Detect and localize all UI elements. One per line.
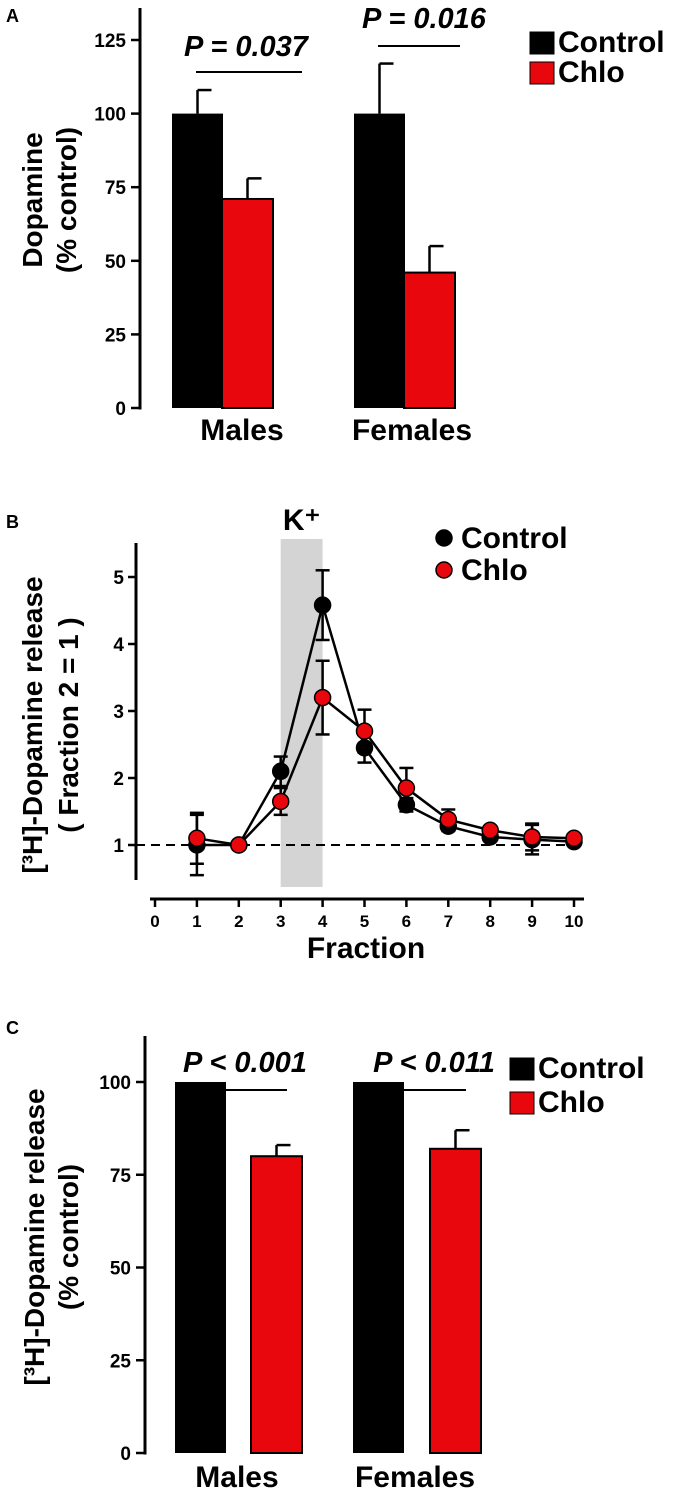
chlo-series-line (196, 695, 575, 847)
legend-swatch-chlo (509, 1091, 535, 1115)
chlo-point (439, 810, 458, 829)
x-tick-label: 7 (444, 912, 453, 931)
legend-label-chlo: Chlo (558, 56, 625, 89)
panel-c-bar-chart: C 0 25 50 75 100 [³H]-Dopamine release (% cont… (6, 1018, 645, 1494)
chlo-point (188, 829, 206, 848)
chlo-point (565, 829, 583, 848)
panel-a-bar-chart: A 0 25 50 75 100 125 Dopamine (% control) Males F… (6, 3, 665, 447)
legend-marker-chlo (435, 561, 453, 579)
y-tick-label: 50 (110, 1259, 131, 1280)
category-label: Males (200, 414, 283, 447)
y-tick-label: 1 (113, 836, 124, 857)
panel-b-line-chart: B K⁺ 1 2 3 4 5 0 1 2 3 4 5 6 7 8 9 10 Fraction [³H]-Dopami… (6, 504, 584, 965)
x-tick-label: 8 (485, 912, 494, 931)
y-axis-label: [³H]-Dopamine release (19, 1088, 50, 1385)
x-tick-label: 6 (402, 912, 411, 931)
y-tick-label: 125 (94, 31, 126, 52)
y-tick-label: 100 (94, 105, 126, 126)
p-value-label: P < 0.011 (373, 1047, 495, 1079)
y-tick-label: 75 (110, 1166, 132, 1187)
x-tick-label: 1 (192, 912, 201, 931)
control-series-line (196, 600, 575, 847)
y-axis-label: ( Fraction 2 = 1 ) (53, 617, 84, 833)
x-tick-label: 10 (565, 912, 584, 931)
category-label: Females (352, 414, 472, 447)
x-tick-label: 3 (276, 912, 285, 931)
control-bar (172, 113, 223, 408)
x-axis-label: Fraction (307, 932, 425, 965)
x-tick-label: 4 (318, 912, 328, 931)
chlo-bar (403, 271, 456, 409)
chlo-point (523, 828, 541, 846)
chlo-bar (250, 1155, 303, 1454)
legend-marker-control (435, 529, 453, 547)
y-tick-label: 0 (115, 399, 126, 420)
legend-swatch-control (529, 31, 555, 55)
legend-label-control: Control (558, 26, 665, 59)
category-label: Females (355, 1461, 475, 1494)
p-value-label: P = 0.016 (362, 3, 487, 35)
y-axis-label: [³H]-Dopamine release (17, 576, 48, 873)
y-tick-label: 25 (105, 325, 127, 346)
control-point (271, 762, 290, 781)
control-point (355, 739, 374, 757)
p-value-label: P < 0.001 (183, 1047, 307, 1079)
y-tick-label: 75 (105, 178, 127, 199)
y-tick-label: 100 (99, 1073, 131, 1094)
control-bar (175, 1082, 226, 1453)
panel-a-letter: A (6, 6, 19, 26)
legend-swatch-control (509, 1057, 535, 1081)
legend-label-chlo: Chlo (461, 554, 528, 587)
y-axis-label: Dopamine (17, 132, 48, 267)
legend-label-chlo: Chlo (538, 1086, 605, 1119)
panel-c-letter: C (6, 1018, 19, 1038)
legend-label-control: Control (461, 522, 568, 555)
legend-label-control: Control (538, 1052, 645, 1085)
y-tick-label: 3 (113, 702, 124, 723)
x-tick-label: 0 (150, 912, 159, 931)
y-axis-label: (% control) (51, 127, 82, 273)
k-plus-label: K⁺ (283, 504, 321, 537)
chlo-point (230, 836, 248, 854)
panel-b-letter: B (6, 512, 19, 532)
p-value-label: P = 0.037 (184, 31, 310, 63)
x-tick-label: 2 (234, 912, 243, 931)
y-tick-label: 50 (105, 252, 126, 273)
control-bar (353, 1082, 404, 1453)
y-tick-label: 4 (113, 635, 124, 656)
y-tick-label: 5 (113, 568, 124, 589)
control-point (397, 796, 416, 814)
y-tick-label: 2 (113, 769, 124, 790)
control-point (313, 596, 332, 614)
chlo-point (481, 821, 499, 840)
chlo-bar (429, 1147, 482, 1455)
control-bar (354, 113, 405, 408)
chlo-point (313, 688, 332, 707)
y-axis-label: (% control) (53, 1164, 84, 1310)
y-tick-label: 0 (120, 1444, 131, 1465)
chlo-point (355, 722, 374, 740)
chlo-bar (221, 197, 274, 409)
chlo-point (397, 779, 416, 797)
x-tick-label: 5 (360, 912, 369, 931)
category-label: Males (195, 1461, 278, 1494)
x-tick-label: 9 (527, 912, 536, 931)
legend-swatch-chlo (529, 61, 555, 85)
y-tick-label: 25 (110, 1351, 132, 1372)
chlo-point (271, 792, 290, 811)
